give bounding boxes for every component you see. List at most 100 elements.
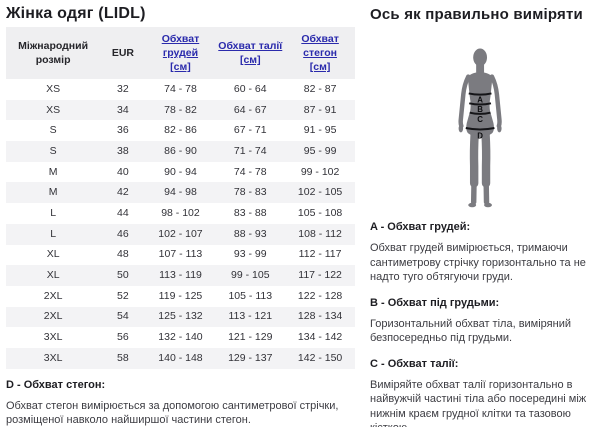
waist-cell: 113 - 121 [228, 310, 273, 323]
section-underbust-body: Горизонтальний обхват тіла, виміряний бе… [370, 317, 571, 345]
hips-link[interactable]: Обхват стегон [см] [301, 33, 339, 73]
section-underbust-heading: B - Обхват під грудьми: [370, 296, 500, 309]
chest-cell: 78 - 82 [164, 103, 197, 116]
eur-cell: 40 [117, 165, 129, 178]
hips-cell: 128 - 134 [297, 310, 343, 323]
hips-line [465, 127, 495, 131]
hips-cell: 108 - 112 [298, 227, 342, 240]
size-cell: L [50, 206, 57, 219]
waist-cell: 71 - 74 [233, 144, 267, 157]
eur-cell: 44 [117, 206, 129, 219]
waist-cell: 121 - 129 [228, 331, 273, 344]
hips-cell: 91 - 95 [303, 124, 337, 137]
chest-cell: 82 - 86 [164, 124, 197, 137]
table-row: M 42 94 - 98 78 - 83 102 - 105 [6, 182, 355, 204]
section-hips-body: Обхват стегон вимірюється за допомогою с… [6, 399, 339, 427]
chest-cell: 132 - 140 [158, 331, 203, 344]
figure-label-a: A [477, 95, 483, 104]
hips-cell: 82 - 87 [303, 82, 337, 95]
measure-guide-title: Ось як правильно виміряти [370, 6, 583, 23]
eur-cell: 42 [117, 186, 129, 199]
waist-cell: 83 - 88 [233, 206, 267, 219]
section-hips-measure: D - Обхват стегон: Обхват стегон вимірює… [6, 379, 355, 427]
measure-guide-panel: Ось як правильно виміряти [362, 0, 600, 427]
size-cell: S [49, 124, 57, 137]
section-chest-body: Обхват грудей вимірюється, тримаючи сант… [370, 242, 586, 283]
chest-link[interactable]: Обхват грудей [см] [161, 33, 200, 73]
page-title: Жінка одяг (LIDL) [6, 5, 146, 22]
col-header-international-size: Міжнародний розмір [6, 27, 101, 79]
table-row: XL 50 113 - 119 99 - 105 117 - 122 [6, 265, 355, 286]
table-row: L 44 98 - 102 83 - 88 105 - 108 [6, 203, 355, 224]
hips-cell: 134 - 142 [297, 331, 343, 344]
section-chest-measure: A - Обхват грудей: Обхват грудей вимірює… [370, 221, 590, 285]
col-header-eur: EUR [100, 27, 146, 79]
waist-cell: 78 - 83 [233, 186, 267, 199]
chest-cell: 94 - 98 [164, 186, 197, 199]
hips-cell: 95 - 99 [303, 144, 337, 157]
waist-cell: 88 - 93 [233, 227, 267, 240]
hips-cell: 112 - 117 [298, 248, 342, 261]
section-waist-measure: C - Обхват талії: Виміряйте обхват талії… [370, 358, 590, 427]
section-hips-heading: D - Обхват стегон: [6, 378, 106, 391]
chest-cell: 74 - 78 [164, 82, 197, 95]
waist-cell: 67 - 71 [233, 124, 267, 137]
chest-cell: 102 - 107 [158, 227, 203, 240]
eur-cell: 48 [117, 248, 129, 261]
chest-cell: 119 - 125 [158, 289, 203, 302]
eur-cell: 36 [117, 124, 129, 137]
col-header-hips: Обхват стегон [см] [285, 27, 355, 79]
waist-cell: 129 - 137 [228, 351, 273, 364]
underbust-line [468, 102, 492, 106]
size-cell: M [48, 165, 58, 178]
eur-cell: 32 [117, 82, 129, 95]
hips-cell: 99 - 102 [300, 165, 340, 178]
measurement-lines [465, 92, 495, 131]
chest-cell: 140 - 148 [158, 351, 203, 364]
size-cell: L [50, 227, 57, 240]
section-waist-heading: C - Обхват талії: [370, 357, 459, 370]
chest-cell: 125 - 132 [158, 310, 203, 323]
chest-cell: 113 - 119 [159, 269, 202, 282]
chest-cell: 98 - 102 [161, 206, 200, 219]
section-waist-body: Виміряйте обхват талії горизонтально в н… [370, 378, 587, 427]
waist-cell: 93 - 99 [233, 248, 267, 261]
size-table: Міжнародний розмір EUR Обхват грудей [см… [6, 27, 355, 369]
size-cell: 3XL [43, 351, 63, 364]
figure-label-c: C [477, 115, 483, 124]
size-cell: XL [46, 248, 60, 261]
table-row: XL 48 107 - 113 93 - 99 112 - 117 [6, 245, 355, 266]
table-header-row: Міжнародний розмір EUR Обхват грудей [см… [6, 27, 355, 79]
hips-cell: 142 - 150 [297, 351, 343, 364]
table-row: XS 32 74 - 78 60 - 64 82 - 87 [6, 79, 355, 100]
size-cell: XS [46, 82, 61, 95]
col-header-waist: Обхват талії [см] [215, 27, 286, 79]
table-row: XS 34 78 - 82 64 - 67 87 - 91 [6, 99, 355, 121]
chest-cell: 86 - 90 [164, 144, 197, 157]
table-row: 2XL 54 125 - 132 113 - 121 128 - 134 [6, 306, 355, 328]
section-chest-heading: A - Обхват грудей: [370, 221, 471, 233]
eur-cell: 34 [117, 103, 129, 116]
waist-cell: 60 - 64 [233, 82, 267, 95]
table-row: 2XL 52 119 - 125 105 - 113 122 - 128 [6, 286, 355, 307]
table-row: 3XL 58 140 - 148 129 - 137 142 - 150 [6, 347, 355, 369]
eur-cell: 58 [117, 351, 129, 364]
section-underbust-measure: B - Обхват під грудьми: Горизонтальний о… [370, 297, 590, 346]
table-row: M 40 90 - 94 74 - 78 99 - 102 [6, 162, 355, 183]
hips-cell: 102 - 105 [297, 186, 343, 199]
size-cell: XL [46, 269, 60, 282]
size-cell: S [49, 144, 57, 157]
chest-line [468, 92, 492, 96]
waist-line [469, 111, 491, 115]
eur-cell: 38 [117, 144, 129, 157]
size-cell: 2XL [43, 289, 63, 302]
eur-cell: 56 [117, 331, 129, 344]
size-cell: 2XL [43, 310, 63, 323]
table-row: 3XL 56 132 - 140 121 - 129 134 - 142 [6, 327, 355, 348]
eur-cell: 54 [117, 310, 129, 323]
waist-link[interactable]: Обхват талії [см] [218, 40, 283, 66]
waist-cell: 74 - 78 [233, 165, 267, 178]
hips-cell: 117 - 122 [298, 269, 342, 282]
hips-cell: 87 - 91 [303, 103, 337, 116]
body-silhouette-figure: A B C D [458, 48, 502, 208]
